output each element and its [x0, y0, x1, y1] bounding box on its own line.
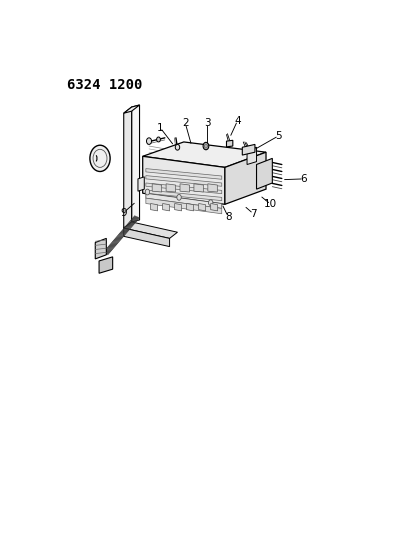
Polygon shape	[143, 142, 266, 167]
Polygon shape	[132, 105, 140, 222]
Text: 6: 6	[301, 174, 307, 184]
Polygon shape	[151, 204, 157, 211]
Polygon shape	[146, 198, 222, 214]
Text: 10: 10	[264, 199, 277, 209]
Circle shape	[157, 137, 160, 142]
Text: 1: 1	[157, 123, 163, 133]
Circle shape	[177, 195, 181, 200]
Polygon shape	[226, 140, 233, 147]
Circle shape	[203, 142, 209, 150]
Polygon shape	[208, 184, 217, 192]
Polygon shape	[175, 204, 182, 211]
Polygon shape	[166, 184, 175, 192]
Text: 6324 1200: 6324 1200	[67, 78, 142, 92]
Polygon shape	[152, 184, 162, 192]
Polygon shape	[186, 204, 194, 211]
Polygon shape	[163, 204, 170, 211]
Polygon shape	[146, 175, 222, 186]
Circle shape	[146, 138, 151, 144]
Circle shape	[208, 200, 213, 206]
Polygon shape	[138, 177, 144, 191]
Text: 8: 8	[225, 212, 231, 222]
Text: 3: 3	[204, 118, 211, 128]
Polygon shape	[124, 105, 140, 113]
Text: 4: 4	[234, 116, 241, 126]
Polygon shape	[99, 257, 113, 273]
Text: 2: 2	[182, 118, 188, 128]
Circle shape	[204, 144, 208, 148]
Polygon shape	[124, 228, 170, 247]
Polygon shape	[146, 183, 222, 193]
Polygon shape	[143, 156, 225, 204]
Polygon shape	[247, 147, 257, 165]
Polygon shape	[242, 144, 255, 155]
Polygon shape	[194, 184, 204, 192]
Polygon shape	[225, 152, 266, 204]
Circle shape	[90, 145, 110, 172]
Text: 9: 9	[120, 207, 127, 217]
Polygon shape	[124, 107, 132, 228]
Circle shape	[145, 189, 150, 195]
Circle shape	[175, 144, 180, 150]
Polygon shape	[146, 168, 222, 179]
Text: 7: 7	[250, 209, 257, 219]
Polygon shape	[146, 193, 222, 208]
Polygon shape	[180, 184, 189, 192]
Text: 5: 5	[275, 131, 282, 141]
Polygon shape	[199, 204, 206, 211]
Polygon shape	[257, 158, 273, 189]
Polygon shape	[95, 238, 106, 259]
Polygon shape	[211, 204, 217, 211]
Polygon shape	[124, 222, 177, 238]
Polygon shape	[146, 190, 222, 200]
